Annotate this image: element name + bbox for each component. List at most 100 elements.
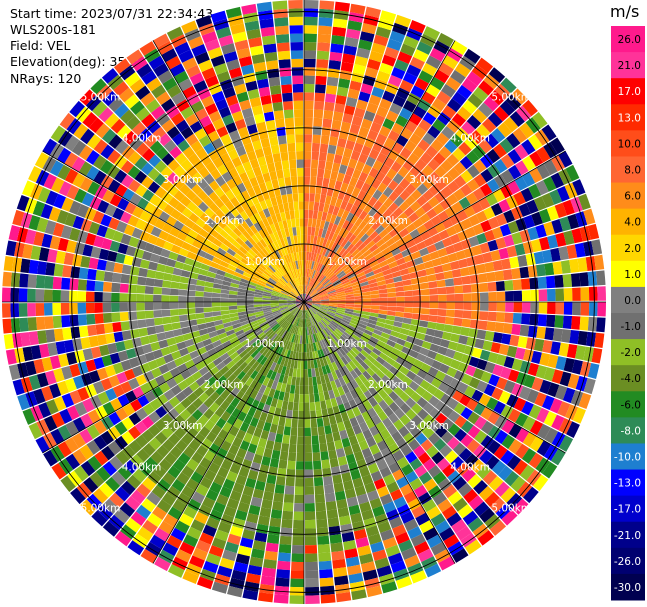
velocity-gate xyxy=(324,315,333,322)
velocity-gate xyxy=(309,402,316,411)
velocity-gate xyxy=(215,26,232,39)
velocity-gate xyxy=(187,229,199,240)
velocity-gate xyxy=(551,369,564,384)
velocity-gate xyxy=(107,149,121,164)
velocity-gate xyxy=(331,361,339,371)
velocity-gate xyxy=(479,183,493,197)
velocity-gate xyxy=(409,165,422,177)
velocity-gate xyxy=(244,268,254,276)
velocity-gate xyxy=(307,318,311,327)
velocity-gate xyxy=(244,207,254,218)
velocity-gate xyxy=(316,518,328,529)
velocity-gate xyxy=(253,352,262,361)
velocity-gate xyxy=(504,280,514,291)
velocity-gate xyxy=(262,302,271,305)
velocity-gate xyxy=(38,402,52,419)
velocity-gate xyxy=(288,304,297,309)
velocity-gate xyxy=(109,455,124,471)
velocity-gate xyxy=(166,84,182,98)
velocity-gate xyxy=(334,180,343,191)
velocity-gate xyxy=(265,413,274,424)
velocity-gate xyxy=(240,393,250,404)
velocity-gate xyxy=(198,328,209,336)
velocity-gate xyxy=(314,485,325,495)
velocity-gate xyxy=(297,302,304,308)
velocity-gate xyxy=(136,285,146,294)
velocity-gate xyxy=(178,295,187,302)
colorbar-swatch xyxy=(611,521,645,549)
velocity-gate xyxy=(142,189,155,202)
velocity-gate xyxy=(152,349,164,360)
velocity-gate xyxy=(80,128,95,145)
velocity-gate xyxy=(180,269,191,278)
velocity-gate xyxy=(289,333,294,342)
velocity-gate xyxy=(156,91,171,106)
velocity-gate xyxy=(130,328,140,339)
velocity-gate xyxy=(282,375,289,385)
velocity-gate xyxy=(262,293,272,297)
velocity-gate xyxy=(316,254,322,263)
velocity-gate xyxy=(421,302,430,309)
velocity-gate xyxy=(470,310,480,320)
velocity-gate xyxy=(288,443,297,453)
velocity-gate xyxy=(329,533,343,544)
velocity-gate xyxy=(156,263,167,273)
velocity-gate xyxy=(158,230,170,241)
velocity-gate xyxy=(247,406,257,417)
velocity-gate xyxy=(313,324,318,334)
velocity-gate xyxy=(393,321,403,328)
velocity-gate xyxy=(292,279,298,288)
velocity-gate xyxy=(486,321,496,332)
velocity-gate xyxy=(297,184,304,194)
velocity-gate xyxy=(543,221,555,236)
velocity-gate xyxy=(479,349,491,361)
velocity-gate xyxy=(272,324,281,332)
velocity-gate xyxy=(444,206,457,218)
velocity-gate xyxy=(198,201,209,213)
velocity-gate xyxy=(550,137,565,155)
velocity-gate xyxy=(492,188,506,203)
velocity-gate xyxy=(259,200,268,211)
velocity-gate xyxy=(184,375,196,386)
velocity-gate xyxy=(245,477,257,489)
velocity-gate xyxy=(315,283,322,291)
velocity-gate xyxy=(306,268,310,278)
velocity-gate xyxy=(179,421,192,433)
velocity-gate xyxy=(539,379,552,395)
velocity-gate xyxy=(114,435,128,450)
velocity-gate xyxy=(101,445,115,461)
velocity-gate xyxy=(272,204,280,215)
velocity-gate xyxy=(266,215,274,226)
velocity-gate xyxy=(349,80,362,92)
velocity-gate xyxy=(325,433,334,443)
velocity-gate xyxy=(441,464,456,478)
velocity-gate xyxy=(162,280,172,288)
velocity-gate xyxy=(335,583,350,594)
velocity-gate xyxy=(353,251,363,260)
velocity-gate xyxy=(370,470,383,482)
velocity-gate xyxy=(230,316,240,322)
velocity-gate xyxy=(229,231,239,241)
velocity-gate xyxy=(296,151,304,160)
velocity-gate xyxy=(158,458,173,472)
velocity-gate xyxy=(316,527,329,537)
velocity-gate xyxy=(262,217,270,228)
velocity-gate xyxy=(437,346,448,356)
velocity-gate xyxy=(355,432,366,443)
velocity-gate xyxy=(286,219,292,229)
velocity-gate xyxy=(198,268,209,276)
velocity-gate xyxy=(439,444,453,458)
velocity-gate xyxy=(426,384,438,396)
velocity-gate xyxy=(225,383,236,394)
velocity-gate xyxy=(412,145,425,159)
velocity-gate xyxy=(289,292,298,298)
velocity-gate xyxy=(381,247,391,256)
velocity-gate xyxy=(260,274,269,282)
velocity-gate xyxy=(304,109,314,118)
velocity-gate xyxy=(395,222,406,233)
velocity-gate xyxy=(304,302,313,305)
velocity-gate xyxy=(430,215,442,226)
velocity-gate xyxy=(392,95,406,108)
colorbar-tick-label: -17.0 xyxy=(614,504,641,516)
velocity-gate xyxy=(246,150,257,162)
